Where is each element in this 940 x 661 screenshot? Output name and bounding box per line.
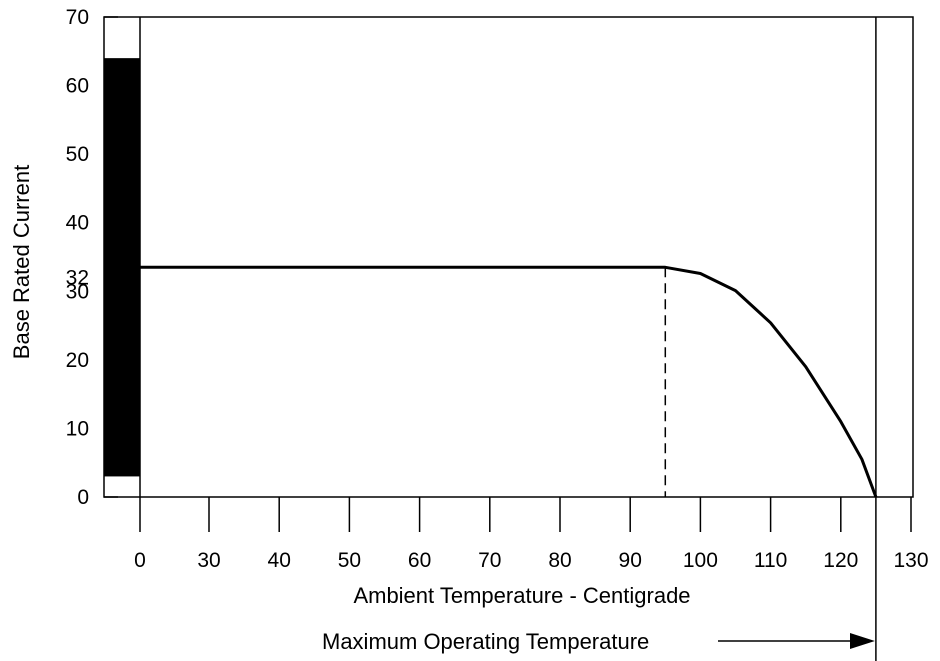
- x-tick-label: 100: [683, 549, 718, 572]
- x-tick-label: 90: [619, 549, 642, 572]
- y-tick-label: 60: [66, 75, 89, 98]
- y-tick-label: 0: [77, 486, 89, 509]
- x-tick-label: 120: [823, 549, 858, 572]
- y-axis-title: Base Rated Current: [9, 165, 34, 359]
- y-tick-label: 30: [66, 280, 89, 303]
- y-tick-label: 50: [66, 143, 89, 166]
- max-temp-arrow: [718, 633, 875, 649]
- x-axis: 0 30 40 50 60 70 80 90 100 110 120 130: [134, 497, 929, 572]
- x-tick-label: 130: [893, 549, 928, 572]
- x-tick-label: 0: [134, 549, 146, 572]
- arrow-head: [850, 633, 875, 649]
- x-tick-label: 70: [478, 549, 501, 572]
- derating-curve: [139, 265, 878, 498]
- x-axis-title: Ambient Temperature - Centigrade: [353, 583, 690, 608]
- x-tick-label: 80: [548, 549, 571, 572]
- x-tick-label: 110: [754, 549, 787, 572]
- x-tick-label: 50: [338, 549, 361, 572]
- rated-current-bar: [104, 58, 140, 477]
- x-tick-label: 60: [408, 549, 431, 572]
- y-tick-label: 32: [66, 267, 89, 290]
- y-tick-label: 20: [66, 349, 89, 372]
- max-temp-annotation: Maximum Operating Temperature: [322, 629, 649, 654]
- x-tick-label: 30: [197, 549, 220, 572]
- plot-frame: [103, 16, 914, 498]
- y-tick-label: 40: [66, 212, 89, 235]
- x-tick-label: 40: [268, 549, 291, 572]
- y-tick-label: 10: [66, 417, 89, 440]
- y-tick-label: 70: [66, 6, 89, 29]
- plot-marks: [104, 17, 878, 661]
